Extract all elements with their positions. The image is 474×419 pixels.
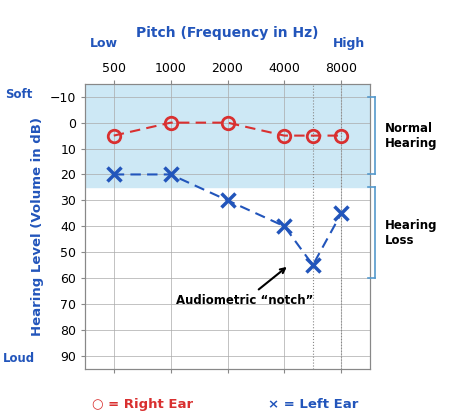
Text: × = Left Ear: × = Left Ear bbox=[268, 398, 358, 411]
Bar bbox=[85, 84, 370, 187]
Text: Loud: Loud bbox=[3, 352, 35, 365]
Y-axis label: Hearing Level (Volume in dB): Hearing Level (Volume in dB) bbox=[31, 117, 45, 336]
Text: ○ = Right Ear: ○ = Right Ear bbox=[91, 398, 193, 411]
Text: Soft: Soft bbox=[5, 88, 33, 101]
Text: Low: Low bbox=[90, 37, 118, 51]
Text: Normal
Hearing: Normal Hearing bbox=[385, 122, 438, 150]
Text: High: High bbox=[333, 37, 365, 51]
X-axis label: Pitch (Frequency in Hz): Pitch (Frequency in Hz) bbox=[136, 26, 319, 40]
Text: Audiometric “notch”: Audiometric “notch” bbox=[176, 268, 314, 307]
Text: Hearing
Loss: Hearing Loss bbox=[385, 219, 438, 247]
